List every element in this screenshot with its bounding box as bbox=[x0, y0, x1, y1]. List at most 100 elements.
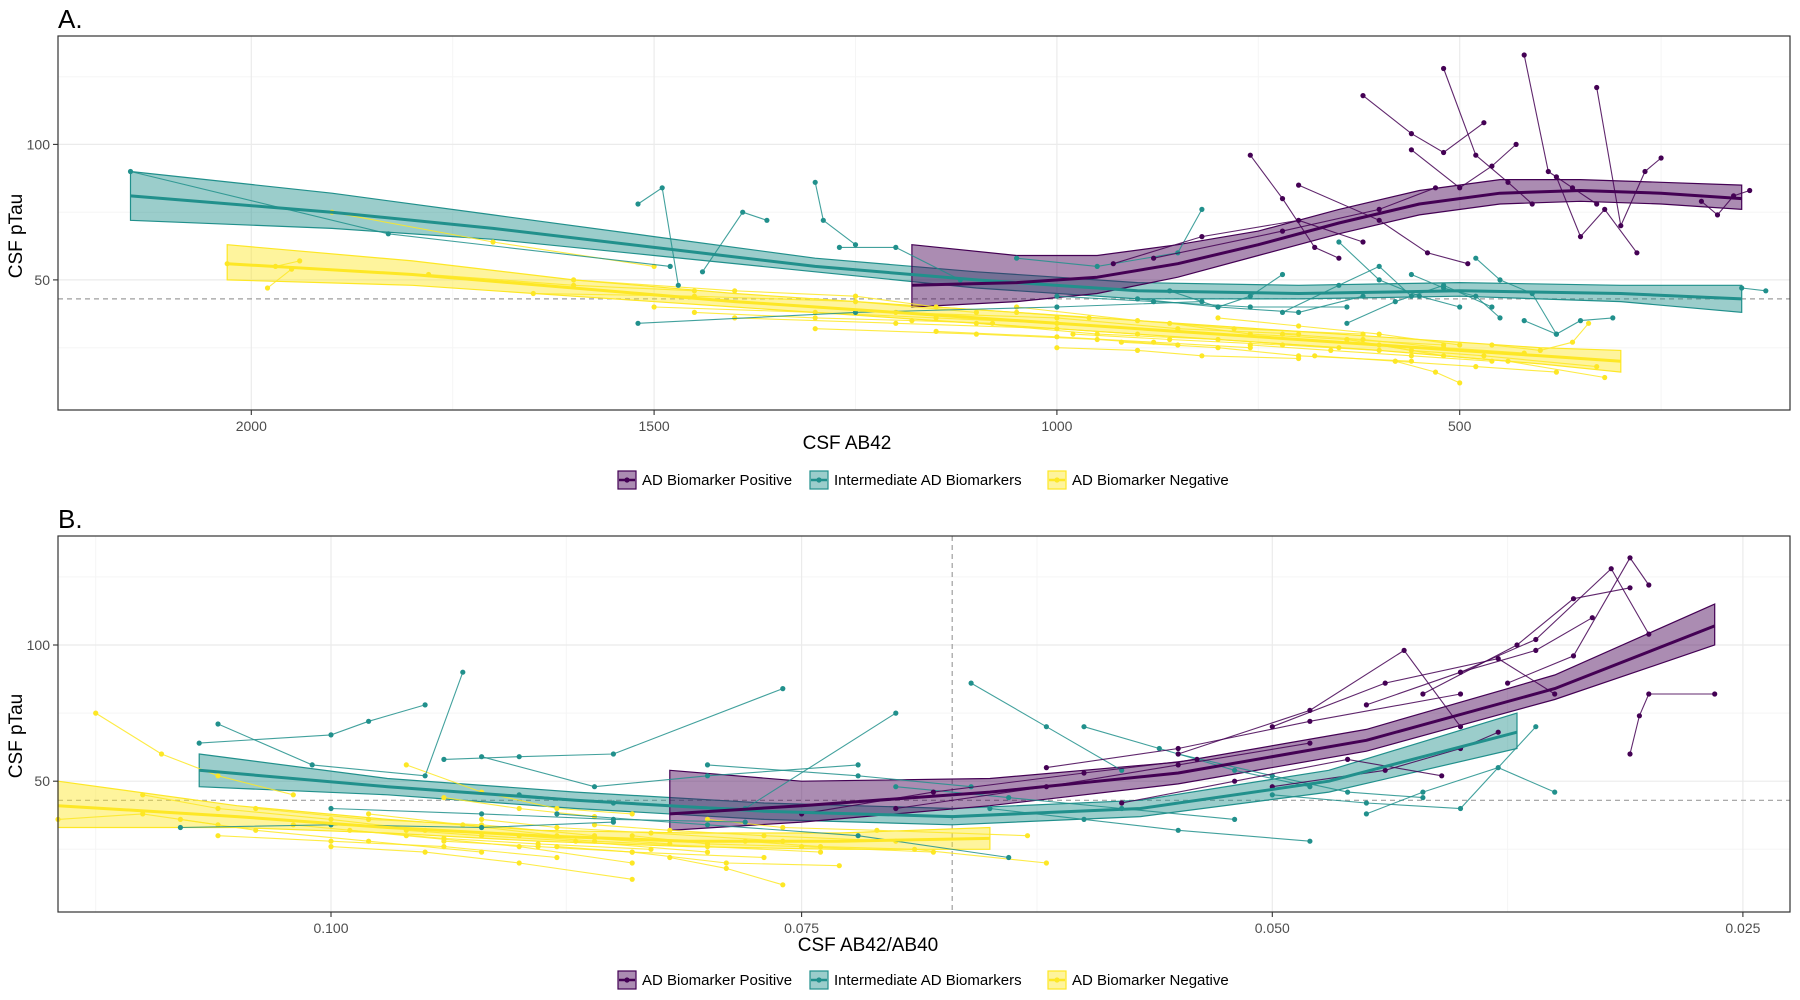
data-point-negative bbox=[215, 833, 221, 839]
data-point-positive bbox=[1714, 212, 1721, 218]
data-point-intermediate bbox=[1296, 309, 1302, 315]
legend-point-positive bbox=[624, 477, 630, 483]
data-point-intermediate bbox=[1473, 255, 1479, 261]
data-point-intermediate bbox=[968, 680, 974, 686]
data-point-positive bbox=[1457, 185, 1463, 191]
trajectory-line-intermediate bbox=[1169, 274, 1283, 308]
data-point-positive bbox=[1279, 228, 1286, 234]
data-point-negative bbox=[140, 811, 146, 817]
data-point-negative bbox=[1505, 358, 1511, 364]
data-point-intermediate bbox=[855, 762, 861, 768]
data-point-negative bbox=[667, 841, 673, 847]
data-point-intermediate bbox=[1495, 765, 1501, 771]
data-point-positive bbox=[1627, 585, 1633, 591]
trajectory-line-negative bbox=[443, 840, 765, 859]
data-point-negative bbox=[1014, 304, 1020, 310]
data-point-positive bbox=[1081, 770, 1087, 776]
data-point-intermediate bbox=[1199, 206, 1205, 212]
data-point-negative bbox=[1134, 318, 1141, 324]
data-point-positive bbox=[1408, 147, 1414, 153]
trajectory-line-negative bbox=[217, 835, 557, 859]
trajectory-line-positive bbox=[1272, 658, 1555, 728]
data-point-negative bbox=[1054, 345, 1060, 351]
data-point-negative bbox=[215, 822, 221, 828]
data-point-intermediate bbox=[1151, 299, 1157, 305]
data-point-intermediate bbox=[1232, 816, 1238, 823]
data-point-positive bbox=[1465, 261, 1471, 267]
data-point-intermediate bbox=[1247, 293, 1253, 299]
x-tick-label: 1500 bbox=[639, 418, 670, 434]
data-point-intermediate bbox=[460, 669, 466, 675]
data-point-positive bbox=[1194, 756, 1200, 763]
panel-border bbox=[57, 535, 1791, 913]
data-point-negative bbox=[328, 838, 334, 844]
data-point-positive bbox=[1269, 724, 1275, 730]
data-point-intermediate bbox=[855, 773, 861, 779]
data-point-negative bbox=[530, 290, 536, 297]
data-point-negative bbox=[1489, 342, 1495, 348]
data-point-negative bbox=[297, 258, 303, 264]
data-point-positive bbox=[1747, 187, 1753, 194]
data-point-intermediate bbox=[1457, 304, 1463, 310]
trajectory-line-negative bbox=[1379, 344, 1605, 379]
trajectory-line-positive bbox=[1460, 567, 1650, 673]
data-point-intermediate bbox=[742, 819, 748, 825]
data-point-negative bbox=[1014, 309, 1020, 315]
data-point-positive bbox=[1505, 680, 1511, 686]
trajectory-line-intermediate bbox=[443, 688, 783, 760]
data-point-positive bbox=[1457, 724, 1464, 730]
data-point-negative bbox=[930, 849, 937, 855]
trajectory-line-negative bbox=[1250, 344, 1492, 362]
data-point-positive bbox=[1545, 168, 1551, 175]
fit-line-negative bbox=[227, 262, 1621, 363]
data-point-negative bbox=[516, 860, 522, 866]
data-point-negative bbox=[516, 805, 522, 812]
data-point-positive bbox=[1646, 631, 1652, 637]
data-point-negative bbox=[691, 288, 698, 294]
data-point-intermediate bbox=[780, 686, 786, 692]
data-point-positive bbox=[1457, 669, 1464, 675]
data-point-negative bbox=[973, 309, 980, 315]
data-point-negative bbox=[479, 816, 485, 823]
data-point-negative bbox=[812, 309, 818, 315]
data-point-positive bbox=[1441, 149, 1447, 156]
data-point-positive bbox=[1473, 152, 1479, 158]
trajectory-line-negative bbox=[1056, 347, 1299, 360]
trajectory-line-negative bbox=[406, 829, 708, 853]
trajectory-line-positive bbox=[1298, 184, 1468, 265]
data-point-intermediate bbox=[1279, 309, 1286, 315]
data-point-negative bbox=[648, 830, 654, 836]
data-point-negative bbox=[1054, 315, 1060, 321]
data-point-negative bbox=[1151, 339, 1157, 345]
y-tick-label: 100 bbox=[27, 637, 51, 653]
data-point-positive bbox=[1533, 647, 1539, 654]
data-point-positive bbox=[1296, 182, 1302, 188]
trajectory-line-negative bbox=[1314, 355, 1557, 373]
trajectory-line-negative bbox=[1072, 333, 1380, 351]
data-point-negative bbox=[1602, 374, 1608, 381]
trajectory-line-negative bbox=[745, 840, 1047, 864]
data-point-intermediate bbox=[1420, 795, 1426, 801]
data-point-positive bbox=[1636, 713, 1642, 719]
data-point-intermediate bbox=[1345, 789, 1351, 795]
data-point-negative bbox=[629, 833, 635, 839]
trajectory-line-negative bbox=[734, 317, 1138, 335]
data-point-positive bbox=[1698, 198, 1704, 204]
trajectory-line-positive bbox=[1596, 87, 1662, 228]
data-point-negative bbox=[1199, 353, 1205, 359]
confidence-band-positive bbox=[911, 179, 1743, 308]
data-point-intermediate bbox=[1175, 827, 1181, 833]
data-point-positive bbox=[1608, 566, 1614, 572]
data-point-negative bbox=[1296, 355, 1302, 362]
panel-a-fit-lines bbox=[130, 189, 1742, 363]
trajectory-line-negative bbox=[95, 712, 294, 796]
trajectory-line-intermediate bbox=[217, 672, 464, 777]
data-point-intermediate bbox=[987, 805, 993, 812]
data-point-intermediate bbox=[177, 824, 183, 831]
panel-b-label: B. bbox=[58, 504, 83, 534]
data-point-intermediate bbox=[1336, 239, 1342, 245]
legend-label-intermediate: Intermediate AD Biomarkers bbox=[834, 972, 1022, 989]
data-point-negative bbox=[629, 811, 635, 817]
trajectory-line-negative bbox=[142, 794, 426, 831]
data-point-positive bbox=[1307, 718, 1313, 724]
